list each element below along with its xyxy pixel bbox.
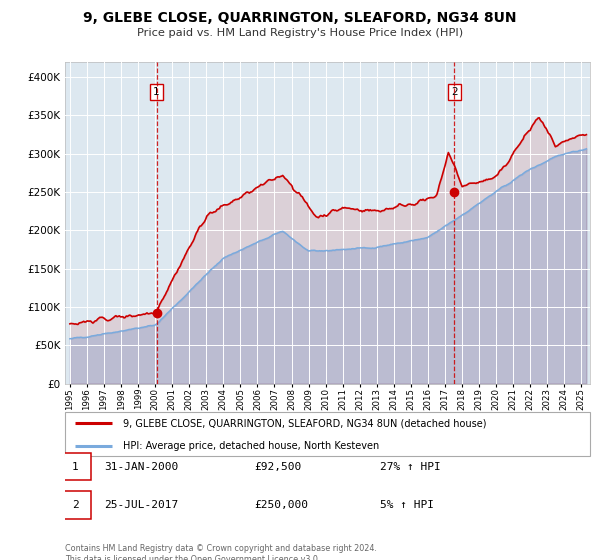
Text: 27% ↑ HPI: 27% ↑ HPI: [380, 461, 440, 472]
Text: 5% ↑ HPI: 5% ↑ HPI: [380, 500, 434, 510]
Text: 1: 1: [153, 87, 160, 97]
FancyBboxPatch shape: [60, 453, 91, 480]
Text: £92,500: £92,500: [254, 461, 301, 472]
Text: Price paid vs. HM Land Registry's House Price Index (HPI): Price paid vs. HM Land Registry's House …: [137, 28, 463, 38]
Text: £250,000: £250,000: [254, 500, 308, 510]
Text: 2: 2: [451, 87, 458, 97]
FancyBboxPatch shape: [65, 412, 590, 456]
Text: 31-JAN-2000: 31-JAN-2000: [104, 461, 178, 472]
Text: 25-JUL-2017: 25-JUL-2017: [104, 500, 178, 510]
FancyBboxPatch shape: [60, 491, 91, 519]
Text: 1: 1: [72, 461, 79, 472]
Text: 9, GLEBE CLOSE, QUARRINGTON, SLEAFORD, NG34 8UN: 9, GLEBE CLOSE, QUARRINGTON, SLEAFORD, N…: [83, 11, 517, 25]
Text: HPI: Average price, detached house, North Kesteven: HPI: Average price, detached house, Nort…: [122, 441, 379, 451]
Text: 2: 2: [72, 500, 79, 510]
Text: 9, GLEBE CLOSE, QUARRINGTON, SLEAFORD, NG34 8UN (detached house): 9, GLEBE CLOSE, QUARRINGTON, SLEAFORD, N…: [122, 418, 486, 428]
Text: Contains HM Land Registry data © Crown copyright and database right 2024.
This d: Contains HM Land Registry data © Crown c…: [65, 544, 377, 560]
